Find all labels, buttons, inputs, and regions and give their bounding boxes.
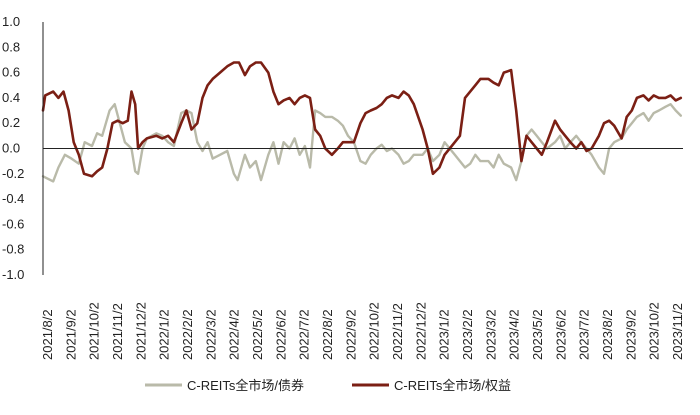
- series-lines: [41, 61, 683, 183]
- x-tick-label: 2022/9/2: [343, 309, 358, 360]
- x-tick-label: 2022/3/2: [203, 309, 218, 360]
- x-tick-label: 2023/5/2: [530, 309, 545, 360]
- y-tick-label: 0.8: [2, 39, 20, 54]
- legend-item-equities: C-REITs全市场/权益: [352, 378, 511, 393]
- y-tick-label: 0.0: [2, 141, 20, 156]
- x-tick-label: 2022/11/2: [390, 303, 405, 360]
- x-tick-label: 2021/12/2: [133, 302, 148, 360]
- series-line-bonds: [41, 103, 682, 183]
- x-tick-label: 2021/10/2: [87, 302, 102, 360]
- x-tick-label: 2023/8/2: [600, 309, 615, 360]
- legend-label: C-REITs全市场/债券: [187, 378, 304, 393]
- x-tick-label: 2022/5/2: [250, 309, 265, 360]
- x-tick-label: 2022/7/2: [297, 309, 312, 360]
- y-tick-label: -0.2: [2, 166, 24, 181]
- x-tick-label: 2023/7/2: [577, 309, 592, 360]
- y-tick-label: -1.0: [2, 267, 24, 282]
- x-tick-label: 2023/11/2: [670, 303, 685, 360]
- x-tick-label: 2022/1/2: [157, 309, 172, 360]
- legend-item-bonds: C-REITs全市场/债券: [145, 378, 304, 393]
- x-tick-label: 2022/12/2: [413, 302, 428, 360]
- y-tick-label: -0.8: [2, 242, 24, 257]
- x-tick-label: 2023/3/2: [483, 309, 498, 360]
- x-tick-label: 2022/10/2: [367, 302, 382, 360]
- x-tick-label: 2023/10/2: [647, 302, 662, 360]
- series-line-equities: [41, 61, 683, 178]
- y-tick-label: -0.6: [2, 216, 24, 231]
- x-tick-label: 2023/2/2: [460, 309, 475, 360]
- x-tick-label: 2022/8/2: [320, 309, 335, 360]
- x-tick-label: 2021/11/2: [110, 303, 125, 360]
- x-tick-label: 2023/1/2: [437, 309, 452, 360]
- x-tick-label: 2023/9/2: [623, 309, 638, 360]
- y-axis-tick-labels: 1.0 0.8 0.6 0.4 0.2 0.0 -0.2 -0.4 -0.6 -0.8 -1.0: [2, 14, 24, 282]
- x-tick-label: 2021/8/2: [40, 309, 55, 360]
- y-tick-label: -0.4: [2, 191, 24, 206]
- legend-label: C-REITs全市场/权益: [394, 378, 511, 393]
- x-tick-label: 2022/2/2: [180, 309, 195, 360]
- x-tick-label: 2022/6/2: [273, 309, 288, 360]
- x-tick-label: 2021/9/2: [63, 309, 78, 360]
- y-tick-label: 0.6: [2, 65, 20, 80]
- x-tick-label: 2023/6/2: [553, 309, 568, 360]
- y-tick-label: 0.2: [2, 115, 20, 130]
- y-tick-label: 0.4: [2, 90, 20, 105]
- x-axis-tick-labels: 2021/8/2 2021/9/2 2021/10/2 2021/11/2 2021/1…: [40, 302, 685, 360]
- x-tick-label: 2022/4/2: [227, 309, 242, 360]
- legend: C-REITs全市场/债券 C-REITs全市场/权益: [145, 378, 511, 393]
- y-tick-label: 1.0: [2, 14, 20, 29]
- x-tick-label: 2023/4/2: [507, 309, 522, 360]
